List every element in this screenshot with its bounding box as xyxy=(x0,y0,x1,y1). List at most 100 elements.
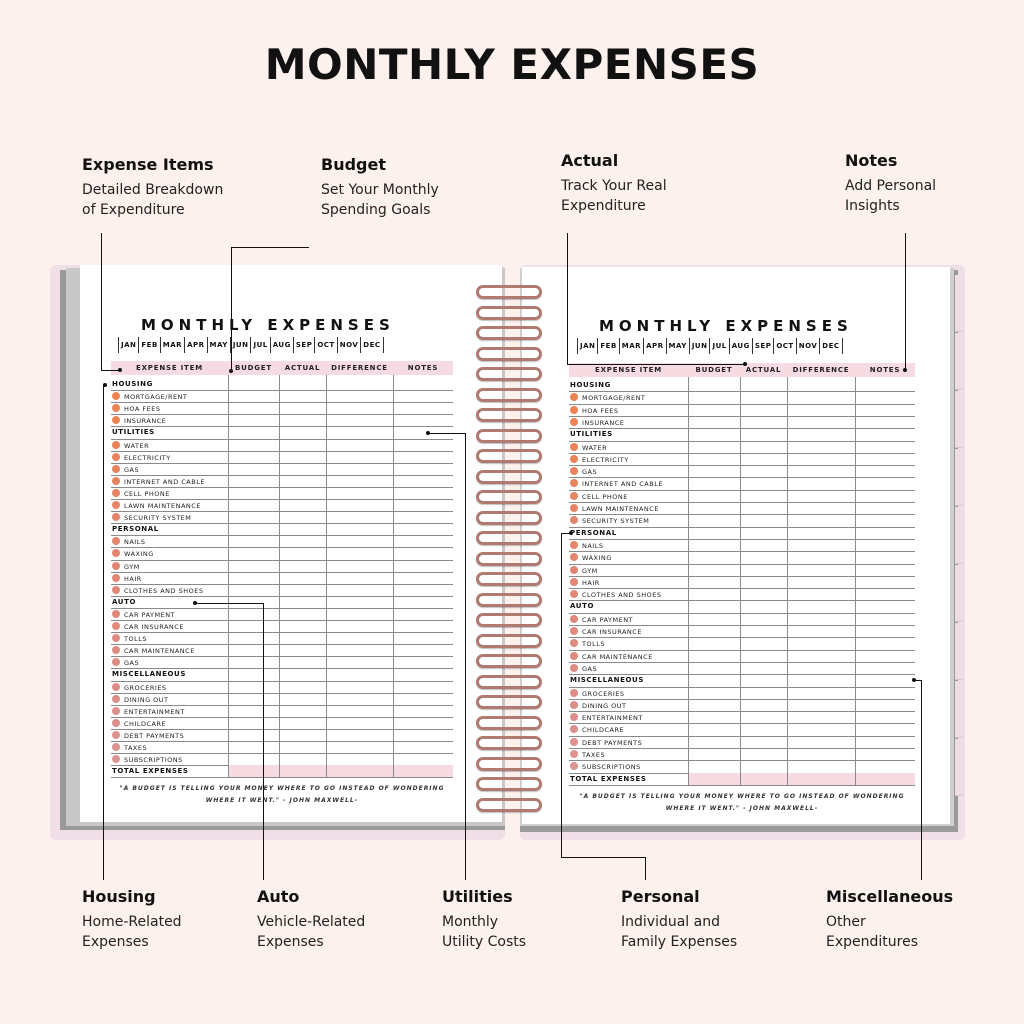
row-line xyxy=(111,644,453,646)
divider-tab xyxy=(955,739,964,796)
row-line xyxy=(111,511,453,513)
row-line xyxy=(111,777,453,779)
bullet-dot xyxy=(570,700,578,709)
pointer-dot xyxy=(426,431,430,435)
expense-item-entertainment: ENTERTAINMENT xyxy=(582,714,643,723)
row-line xyxy=(569,440,915,442)
column-header-notes: NOTES xyxy=(869,366,901,374)
expense-item-subscriptions: SUBSCRIPTIONS xyxy=(582,763,641,772)
expense-item-entertainment: ENTERTAINMENT xyxy=(124,707,185,716)
category-housing: HOUSING xyxy=(112,380,153,388)
left-planner-title: MONTHLY EXPENSES xyxy=(141,316,395,334)
callout-title: Budget xyxy=(321,155,386,174)
expense-item-electricity: ELECTRICITY xyxy=(582,455,629,464)
expense-item-nails: NAILS xyxy=(582,541,604,550)
row-line xyxy=(111,668,453,670)
spiral-coil xyxy=(476,285,542,299)
row-line xyxy=(111,438,453,440)
month-nov: NOV xyxy=(338,337,362,353)
column-header-difference: DIFFERENCE xyxy=(792,366,850,374)
column-header-actual: ACTUAL xyxy=(745,366,782,374)
pointer-dot xyxy=(743,362,747,366)
row-line xyxy=(111,632,453,634)
callout-title: Auto xyxy=(257,887,300,906)
quote-line-2: WHERE IT WENT." - JOHN MAXWELL- xyxy=(665,804,819,812)
bullet-dot xyxy=(112,694,120,703)
category-personal: PERSONAL xyxy=(112,525,159,534)
spiral-coil xyxy=(476,346,542,361)
spiral-coil xyxy=(476,449,542,463)
column-line xyxy=(279,375,280,778)
callout-desc: Detailed Breakdown of Expenditure xyxy=(82,182,224,218)
expense-item-clothes-and-shoes: CLOTHES AND SHOES xyxy=(124,586,204,595)
pointer-line xyxy=(101,233,102,370)
row-line xyxy=(569,575,915,577)
month-may: MAY xyxy=(208,337,231,353)
bullet-dot xyxy=(570,651,578,660)
expense-item-internet-and-cable: INTERNET AND CABLE xyxy=(124,477,205,486)
category-auto: AUTO xyxy=(112,597,137,606)
row-line xyxy=(569,489,915,491)
row-line xyxy=(111,583,453,585)
spiral-coil xyxy=(476,613,542,627)
callout-desc: Monthly Utility Costs xyxy=(442,914,527,950)
row-line xyxy=(569,588,915,590)
row-line xyxy=(569,514,915,516)
spiral-coil xyxy=(476,531,542,545)
spiral-coil xyxy=(476,633,542,648)
expense-item-car-insurance: CAR INSURANCE xyxy=(124,623,184,631)
expense-item-hoa-fees: HOA FEES xyxy=(124,405,161,414)
pointer-line xyxy=(645,857,646,880)
right-planner-title: MONTHLY EXPENSES xyxy=(599,317,853,335)
right-month-selector: JAN FEB MAR APR MAY JUN JUL AUG SEP OCT NOV DEC xyxy=(577,338,843,354)
callout-desc: Track Your Real Expenditure xyxy=(561,178,667,214)
pointer-line xyxy=(905,233,906,370)
month-oct: OCT xyxy=(315,337,338,353)
spiral-coil xyxy=(476,797,542,812)
row-line xyxy=(569,649,915,651)
bullet-dot xyxy=(570,504,578,512)
row-line xyxy=(569,661,915,663)
row-line xyxy=(111,414,453,416)
category-miscellaneous: MISCELLANEOUS xyxy=(112,670,186,679)
expense-item-car-maintenance: CAR MAINTENANCE xyxy=(124,647,195,656)
column-line xyxy=(855,377,856,785)
month-mar: MAR xyxy=(620,338,645,354)
callout-desc: Add Personal Insights xyxy=(845,178,937,214)
row-line xyxy=(111,728,453,730)
callout-desc: Vehicle-Related Expenses xyxy=(257,914,366,950)
callout-title: Miscellaneous xyxy=(826,887,954,906)
column-header-expense-item: EXPENSE ITEM xyxy=(595,366,662,374)
pointer-dot xyxy=(193,601,197,605)
expense-item-insurance: INSURANCE xyxy=(124,417,167,426)
category-housing: HOUSING xyxy=(570,381,611,389)
expense-item-tolls: TOLLS xyxy=(124,635,147,644)
bullet-dot xyxy=(570,491,578,500)
left-quote: "A BUDGET IS TELLING YOUR MONEY WHERE TO… xyxy=(111,783,453,807)
row-line xyxy=(111,426,453,428)
row-line xyxy=(569,686,915,688)
quote-line-1: "A BUDGET IS TELLING YOUR MONEY WHERE TO… xyxy=(579,792,905,800)
spiral-coil xyxy=(476,715,542,730)
pointer-dot xyxy=(103,383,107,387)
month-sep: SEP xyxy=(294,337,316,353)
month-feb: FEB xyxy=(139,337,161,353)
pointer-dot xyxy=(903,368,907,372)
pointer-line xyxy=(561,533,562,857)
spiral-coil xyxy=(476,674,542,689)
expense-item-debt-payments: DEBT PAYMENTS xyxy=(582,738,643,747)
total-row-fill xyxy=(688,772,915,785)
bullet-dot xyxy=(570,713,578,722)
bullet-dot xyxy=(570,553,578,562)
row-line xyxy=(111,692,453,694)
expense-item-nails: NAILS xyxy=(124,538,146,547)
month-jan: JAN xyxy=(578,338,599,354)
bullet-dot xyxy=(570,639,578,648)
bullet-dot xyxy=(112,634,120,643)
row-line xyxy=(569,415,915,417)
month-aug: AUG xyxy=(271,337,294,353)
row-line xyxy=(111,753,453,755)
pointer-dot xyxy=(569,531,573,535)
bullet-dot xyxy=(112,404,120,413)
bullet-dot xyxy=(570,405,578,414)
